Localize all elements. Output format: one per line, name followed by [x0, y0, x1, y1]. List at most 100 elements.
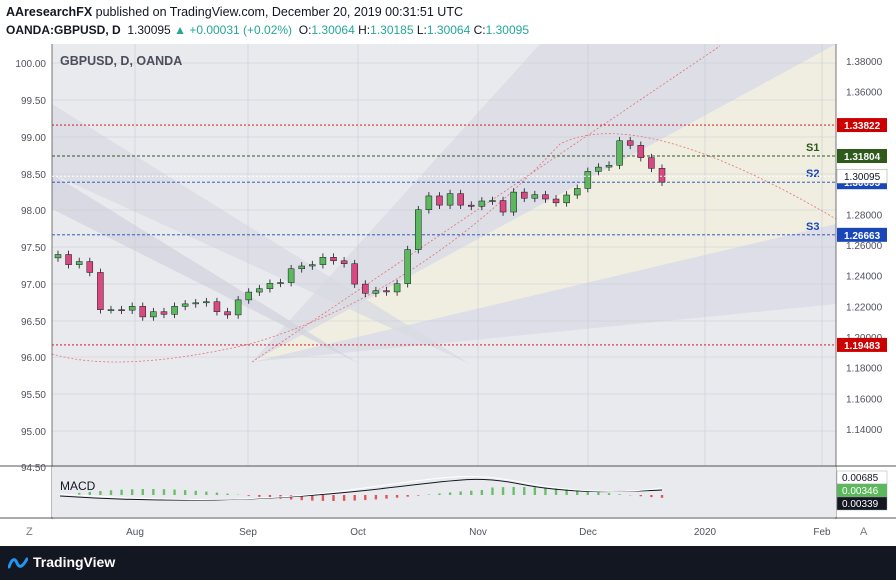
- symbol-name[interactable]: OANDA:GBPUSD, D: [6, 23, 121, 37]
- time-axis-tick: Aug: [126, 527, 144, 538]
- macd-histogram-bar: [247, 495, 250, 496]
- chart-area[interactable]: S1 S2 S3 GBPUSD, D, OANDA 100.00 99.50 99.00…: [0, 44, 896, 546]
- auto-scale-button[interactable]: A: [860, 526, 868, 538]
- candle-body: [245, 291, 252, 301]
- publish-line: AAresearchFX published on TradingView.co…: [6, 5, 463, 19]
- macd-histogram-bar: [77, 492, 81, 495]
- tradingview-logo-icon[interactable]: [8, 554, 28, 572]
- macd-histogram-bar: [533, 487, 537, 495]
- left-axis-tick: 97.50: [21, 243, 46, 254]
- left-axis-tick: 94.50: [21, 463, 46, 474]
- price-tags: 1.33822 1.31804 1.30095 1.26663 1.19483 1.300…: [52, 118, 888, 352]
- macd-histogram-bar: [448, 492, 452, 495]
- candle-body: [266, 283, 274, 289]
- left-axis-tick: 99.00: [21, 133, 46, 144]
- last-price: 1.30095: [127, 23, 171, 37]
- macd-histogram-bar: [332, 495, 335, 501]
- publisher-name[interactable]: AAresearchFX: [6, 5, 93, 19]
- candle-body: [287, 268, 295, 283]
- macd-histogram-bar: [99, 491, 102, 495]
- left-axis-tick: 98.00: [21, 206, 46, 217]
- macd-histogram-bar: [395, 495, 399, 498]
- macd-histogram-bar: [501, 487, 505, 495]
- level-price-tag: [837, 118, 887, 133]
- candle-body: [563, 194, 570, 204]
- candle-body: [468, 204, 475, 207]
- right-axis-tick: 1.22000: [846, 302, 883, 313]
- candle-body: [150, 311, 157, 318]
- level-price-text: 1.26663: [844, 231, 881, 242]
- candle-body: [404, 249, 411, 284]
- candle-body: [457, 193, 464, 206]
- macd-histogram-bar: [205, 491, 208, 495]
- undo-corner-button[interactable]: Z: [26, 526, 33, 538]
- macd-histogram-bar: [480, 489, 484, 495]
- candle-body: [415, 209, 422, 250]
- time-axis[interactable]: [0, 519, 896, 546]
- candle-body: [552, 198, 560, 204]
- time-axis-tick: Sep: [239, 527, 257, 538]
- candle-body: [340, 260, 348, 264]
- macd-histogram-bar: [406, 495, 409, 497]
- candle-body: [128, 306, 136, 311]
- macd-histogram-bar: [141, 489, 144, 495]
- candle-body: [648, 157, 655, 169]
- candle-body: [531, 194, 539, 199]
- last-price-tag: [836, 168, 888, 184]
- candle-body: [584, 171, 592, 189]
- candle-body: [309, 264, 316, 267]
- candle-body: [626, 140, 634, 146]
- change-arrow-icon: ▲: [174, 23, 186, 37]
- chart-header: AAresearchFX published on TradingView.co…: [0, 0, 896, 44]
- level-price-text: 1.33822: [844, 121, 881, 132]
- macd-histogram-bar: [109, 490, 113, 495]
- fan-zone-left: [52, 104, 470, 364]
- candle-body: [362, 283, 369, 294]
- candle-body: [171, 306, 178, 315]
- candle-body: [160, 311, 168, 315]
- candle-body: [75, 261, 83, 265]
- macd-histogram-bar: [364, 495, 367, 501]
- candle-body: [595, 166, 602, 172]
- candle-body: [436, 195, 443, 206]
- candle-body: [319, 257, 327, 265]
- fan-zone-left-2: [52, 174, 360, 364]
- symbol-line: OANDA:GBPUSD, D 1.30095 ▲ +0.00031 (+0.0…: [6, 23, 529, 37]
- time-axis-labels: Aug Sep Oct Nov Dec 2020 Feb: [126, 527, 831, 538]
- candle-body: [256, 288, 263, 293]
- candle-body: [330, 257, 337, 262]
- candle-body: [658, 168, 666, 183]
- candle-body: [54, 254, 62, 259]
- macd-pane[interactable]: [52, 467, 836, 517]
- candle-body: [277, 282, 284, 284]
- macd-histogram-bar: [544, 487, 547, 495]
- high-label: H:: [358, 23, 371, 37]
- left-axis-tick: 95.50: [21, 390, 46, 401]
- candle-body: [107, 309, 115, 311]
- macd-histogram-bar: [385, 495, 388, 499]
- price-chart[interactable]: S1 S2 S3 GBPUSD, D, OANDA 100.00 99.50 99.00…: [0, 44, 896, 546]
- macd-histogram-bar: [226, 493, 229, 495]
- level-lines[interactable]: S1 S2 S3: [52, 124, 836, 346]
- candle-body: [478, 200, 486, 207]
- level-name: S2: [806, 168, 819, 180]
- candle-body: [224, 311, 231, 316]
- tradingview-brand[interactable]: TradingView: [33, 554, 116, 570]
- macd-value-text: 0.00685: [842, 473, 879, 484]
- candle-body: [351, 263, 358, 285]
- right-axis-tick: 1.26000: [846, 241, 883, 252]
- macd-value-tag: [836, 496, 888, 511]
- level-price-tag: [837, 337, 887, 352]
- gann-fan[interactable]: [52, 44, 836, 364]
- candle-body: [425, 195, 433, 210]
- macd-histogram-bar: [523, 487, 526, 495]
- left-axis-tick: 97.00: [21, 280, 46, 291]
- macd-indicator: [59, 475, 664, 501]
- left-axis-tick: 99.50: [21, 96, 46, 107]
- fan-zone-top: [252, 44, 836, 362]
- macd-histogram-bar: [173, 489, 176, 495]
- macd-histogram-bar: [321, 495, 325, 501]
- time-axis-tick: 2020: [694, 527, 717, 538]
- time-axis-tick: Feb: [813, 527, 831, 538]
- left-axis[interactable]: [0, 44, 52, 466]
